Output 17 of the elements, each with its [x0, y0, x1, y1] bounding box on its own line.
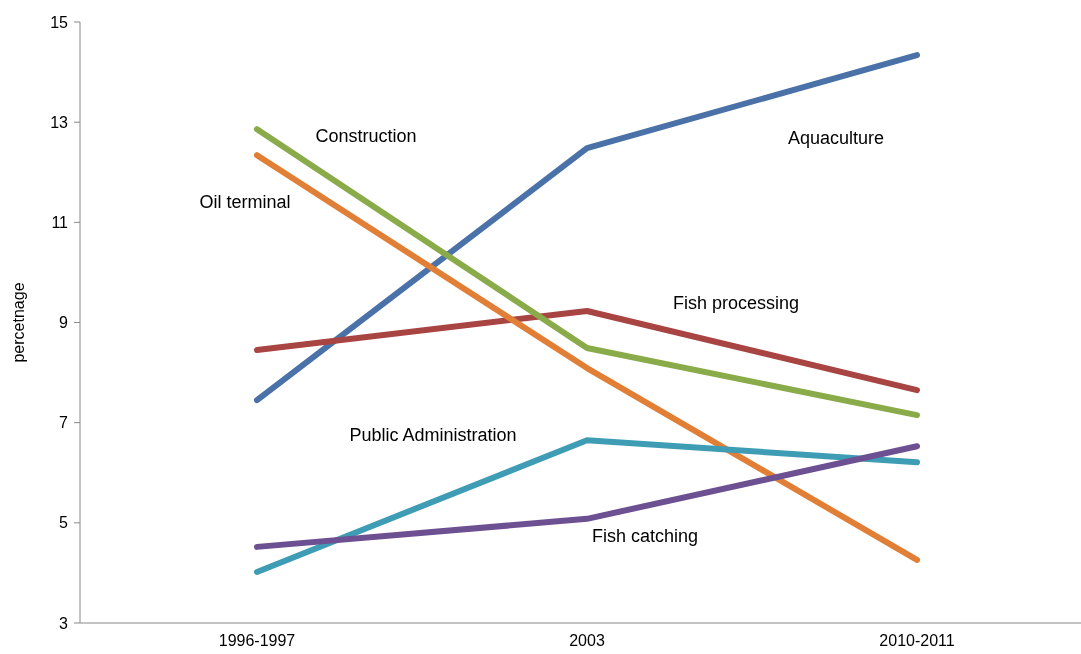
series-label: Fish catching [591, 526, 699, 547]
y-tick-label: 9 [59, 314, 69, 332]
series-label: Fish processing [672, 293, 800, 314]
y-tick-label: 5 [59, 514, 69, 532]
y-axis-title: percetnage [10, 282, 27, 363]
x-tick-label: 2010-2011 [879, 632, 955, 649]
series-label: Construction [315, 126, 417, 147]
x-tick-label: 1996-1997 [218, 632, 296, 649]
y-tick-label: 11 [51, 213, 69, 231]
y-tick-label: 7 [59, 414, 69, 432]
series-label: Oil terminal [199, 192, 291, 213]
y-tick-label: 13 [50, 113, 69, 131]
series-label: Public Administration [349, 425, 517, 446]
series-label: Aquaculture [787, 128, 885, 149]
x-tick-label: 2003 [569, 632, 605, 649]
y-tick-label: 15 [50, 13, 69, 31]
y-tick-label: 3 [59, 614, 69, 632]
